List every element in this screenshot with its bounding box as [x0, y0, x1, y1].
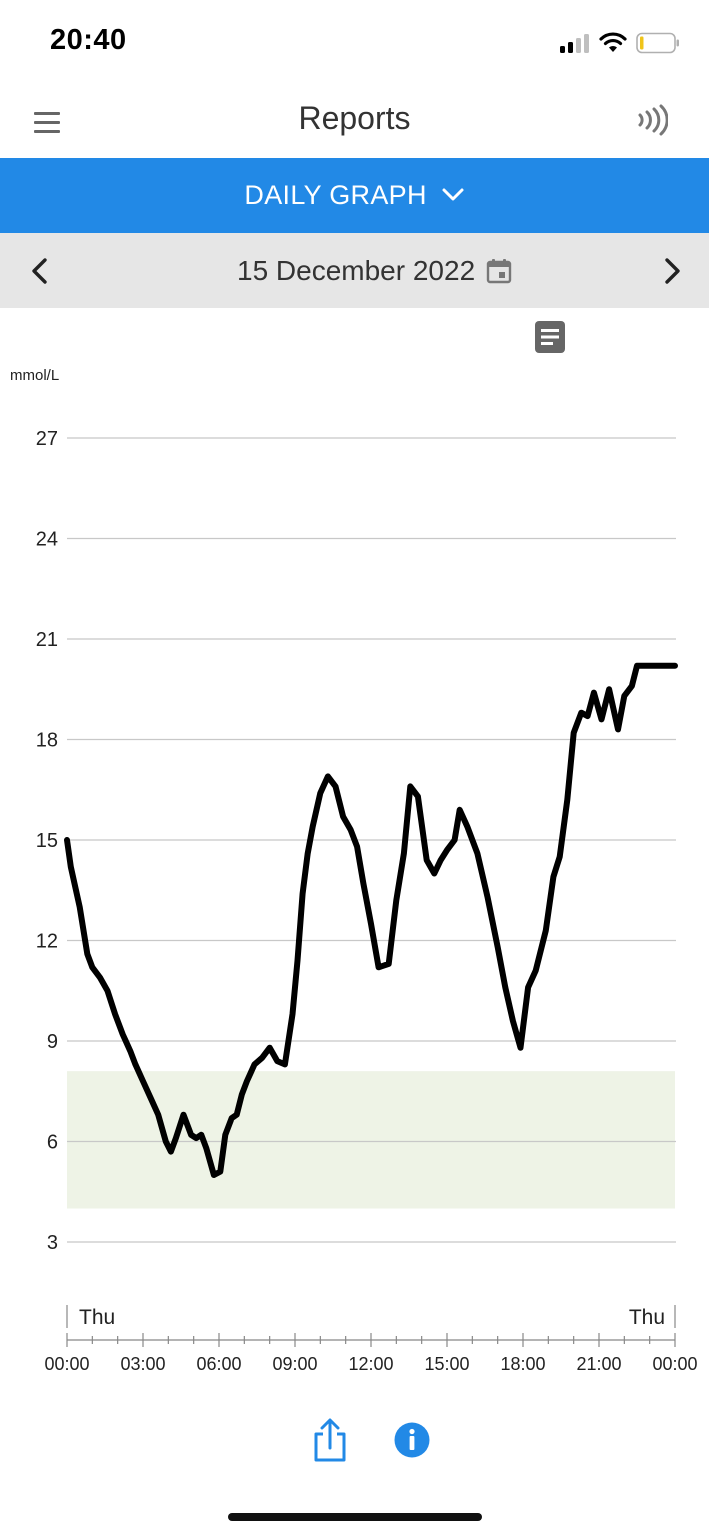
- calendar-icon[interactable]: [486, 258, 512, 284]
- chevron-right-icon[interactable]: [660, 256, 684, 286]
- share-icon[interactable]: [312, 1418, 348, 1462]
- day-label-start: Thu: [79, 1306, 115, 1329]
- y-tick-label: 6: [47, 1132, 58, 1154]
- y-tick-label: 24: [36, 529, 58, 551]
- y-tick-label: 12: [36, 931, 58, 953]
- battery-icon: [636, 32, 679, 54]
- report-type-label: DAILY GRAPH: [0, 180, 709, 211]
- report-type-dropdown[interactable]: [0, 158, 709, 233]
- report-type-text: DAILY GRAPH: [244, 180, 427, 210]
- y-axis-unit-label: mmol/L: [10, 367, 60, 384]
- selected-date[interactable]: 15 December 2022: [237, 255, 476, 286]
- x-tick-label: 15:00: [424, 1354, 469, 1374]
- x-tick-label: 18:00: [500, 1354, 545, 1374]
- chevron-down-icon: [442, 188, 464, 201]
- chevron-left-icon[interactable]: [28, 256, 52, 286]
- glucose-line: [64, 662, 678, 1178]
- x-tick-label: 00:00: [652, 1354, 697, 1374]
- home-indicator: [228, 1513, 482, 1521]
- wifi-icon: [599, 32, 627, 52]
- y-tick-label: 27: [36, 428, 58, 450]
- y-tick-label: 18: [36, 730, 58, 752]
- day-label-end: Thu: [629, 1306, 665, 1329]
- x-tick-label: 12:00: [348, 1354, 393, 1374]
- nfc-scan-icon[interactable]: [636, 104, 668, 136]
- bottom-action-bar: [0, 1410, 709, 1470]
- x-tick-label: 21:00: [576, 1354, 621, 1374]
- date-navigation-bar: [0, 233, 709, 308]
- glucose-daily-chart: 27 24 21 18 15 12 9 6 3 00:00 03:00 06:00 09:00 12:00…: [36, 428, 698, 1374]
- y-tick-label: 15: [36, 830, 58, 852]
- page-title: Reports: [298, 100, 411, 136]
- x-tick-label: 00:00: [44, 1354, 89, 1374]
- notes-icon[interactable]: [534, 320, 566, 354]
- y-tick-label: 3: [47, 1232, 58, 1254]
- y-tick-label: 21: [36, 629, 58, 651]
- x-tick-label: 06:00: [196, 1354, 241, 1374]
- target-range-band: [67, 1071, 675, 1209]
- y-tick-label: 9: [47, 1031, 58, 1053]
- status-time: 20:40: [50, 24, 127, 56]
- cellular-signal-icon: [560, 34, 589, 53]
- x-tick-label: 09:00: [272, 1354, 317, 1374]
- hamburger-menu-icon[interactable]: [34, 112, 62, 134]
- x-tick-label: 03:00: [120, 1354, 165, 1374]
- status-bar: 20:40: [0, 0, 709, 84]
- info-icon[interactable]: [394, 1422, 430, 1458]
